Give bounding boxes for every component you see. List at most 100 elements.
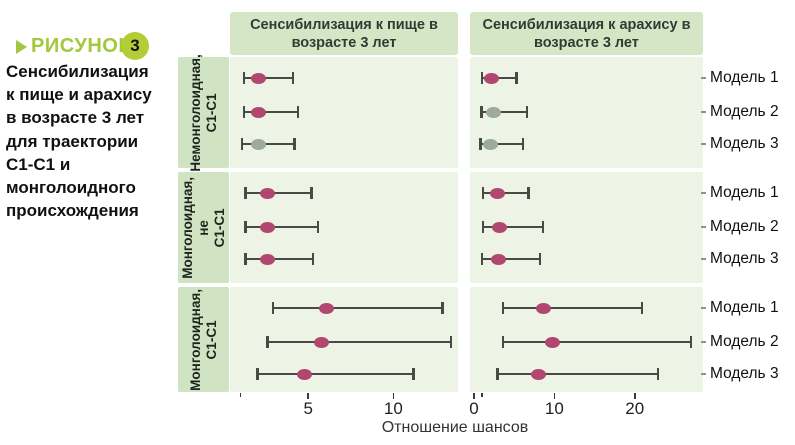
model-label: Модель 2 (710, 333, 779, 350)
model-label: Модель 1 (710, 184, 779, 201)
axis-minor-tick (481, 393, 483, 397)
panel-header-food: Сенсибилизация к пище в возрасте 3 лет (230, 12, 458, 55)
group-label: Монголоидная, не C1-C1 (179, 176, 227, 279)
axis-tick (392, 393, 395, 399)
ci-cap-right (412, 368, 415, 380)
odds-ratio-dot (485, 106, 501, 118)
ci-cap-left (480, 106, 483, 118)
figure-number-badge: 3 (121, 32, 149, 60)
odds-ratio-dot (251, 106, 267, 118)
panel-header-peanut: Сенсибилизация к арахису в возрасте 3 ле… (470, 12, 703, 55)
model-tick (701, 192, 706, 194)
ci-line (245, 191, 312, 195)
ci-cap-left (271, 302, 274, 314)
model-label: Модель 2 (710, 218, 779, 235)
ci-line (482, 225, 544, 229)
ci-line (245, 257, 314, 261)
ci-cap-left (244, 221, 247, 233)
ci-cap-left (242, 106, 245, 118)
ci-cap-right (538, 253, 541, 265)
ci-cap-left (266, 336, 269, 348)
ci-line (272, 306, 443, 310)
ci-cap-right (317, 221, 320, 233)
ci-cap-right (515, 72, 518, 84)
odds-ratio-dot (297, 368, 313, 380)
ci-cap-left (501, 336, 505, 348)
axis-tick (633, 393, 636, 399)
ci-line (241, 142, 295, 146)
ci-cap-right (441, 302, 444, 314)
ci-cap-left (481, 72, 484, 84)
ci-cap-left (244, 253, 247, 265)
ci-cap-right (310, 187, 313, 199)
ci-line (482, 76, 517, 80)
arrow-right-icon (16, 40, 27, 54)
odds-ratio-dot (259, 253, 275, 265)
axis-tick-label: 5 (303, 399, 313, 418)
ci-cap-right (293, 138, 296, 150)
axis-tick (553, 393, 556, 399)
axis-tick-label: 0 (469, 399, 479, 418)
model-tick (701, 307, 706, 309)
group-label-strip: Монголоидная, не C1-C1 (178, 172, 229, 283)
model-label: Модель 3 (710, 250, 779, 267)
plot-area (230, 287, 458, 392)
ci-line (267, 340, 452, 344)
model-tick (701, 341, 706, 343)
ci-cap-left (481, 221, 485, 233)
odds-ratio-dot (259, 187, 275, 199)
ci-line (502, 340, 691, 344)
model-label: Модель 1 (710, 69, 779, 86)
model-tick (701, 226, 706, 228)
ci-line (482, 257, 540, 261)
group-label: Монголоидная, C1-C1 (187, 288, 219, 391)
ci-cap-left (479, 138, 482, 150)
odds-ratio-dot (319, 302, 335, 314)
model-tick (701, 373, 706, 375)
ci-cap-left (242, 72, 245, 84)
group-label-strip: Немонголоидная, C1-C1 (178, 53, 229, 172)
figure-label: РИСУНОК (31, 35, 132, 57)
ci-cap-right (527, 187, 530, 199)
axis-tick (473, 393, 475, 399)
ci-line (243, 110, 299, 114)
ci-cap-right (640, 302, 643, 314)
model-tick (701, 143, 706, 145)
ci-line (502, 306, 642, 310)
axis-tick-label: 20 (625, 399, 645, 418)
model-label: Модель 2 (710, 103, 779, 120)
ci-cap-right (541, 221, 545, 233)
model-tick (701, 258, 706, 260)
odds-ratio-dot (535, 302, 551, 314)
ci-cap-left (496, 368, 499, 380)
odds-ratio-dot (259, 221, 275, 233)
ci-line (245, 225, 319, 229)
model-tick (701, 111, 706, 113)
ci-cap-right (525, 106, 529, 118)
ci-cap-right (296, 106, 300, 118)
odds-ratio-dot (483, 138, 499, 150)
ci-cap-left (256, 368, 259, 380)
ci-cap-right (311, 253, 315, 265)
axis-tick-label: 10 (544, 399, 564, 418)
ci-cap-right (521, 138, 525, 150)
x-axis-title: Отношение шансов (381, 419, 529, 436)
odds-ratio-dot (251, 138, 267, 150)
ci-cap-left (481, 187, 485, 199)
model-label: Модель 3 (710, 365, 779, 382)
ci-cap-left (481, 253, 484, 265)
ci-line (243, 76, 293, 80)
odds-ratio-dot (530, 368, 546, 380)
ci-cap-left (501, 302, 505, 314)
model-label: Модель 1 (710, 299, 779, 316)
odds-ratio-dot (251, 72, 267, 84)
ci-line (257, 372, 414, 376)
ci-line (482, 191, 529, 195)
axis-minor-tick (239, 393, 241, 397)
odds-ratio-dot (489, 187, 505, 199)
group-label: Немонголоидная, C1-C1 (187, 53, 219, 172)
odds-ratio-dot (484, 72, 500, 84)
axis-tick-label: 10 (383, 399, 403, 418)
